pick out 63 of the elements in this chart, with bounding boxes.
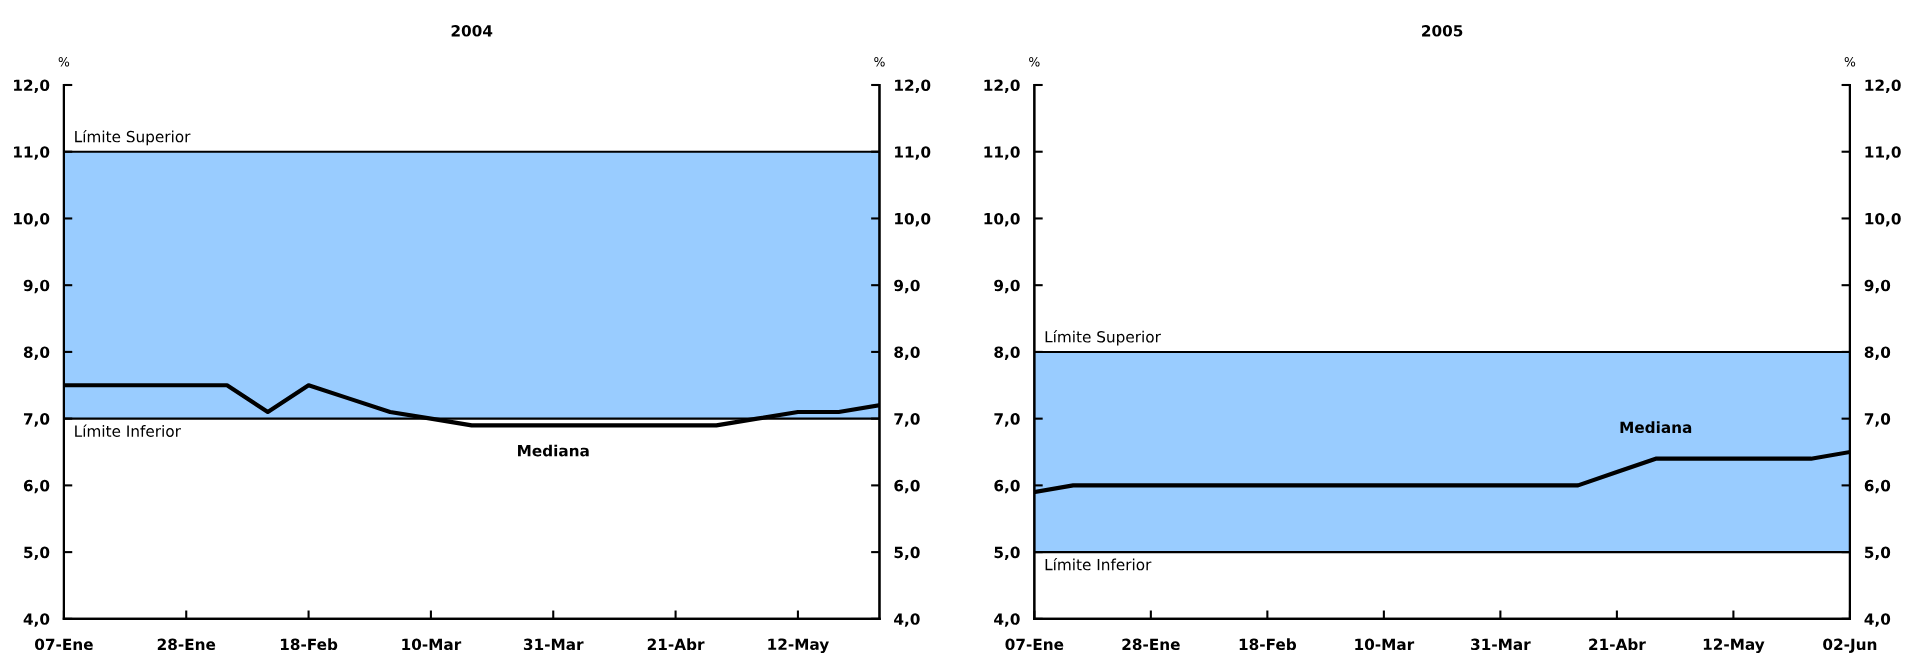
y-tick-label: 10,0 — [14, 212, 50, 227]
y-axis-title: % — [1029, 57, 1040, 67]
x-tick-label: 10-Mar — [1355, 638, 1415, 651]
y2-tick-label: 7,0 — [894, 413, 920, 427]
y-tick-label: 9,0 — [994, 279, 1020, 294]
y2-tick-label: 10,0 — [895, 212, 931, 227]
y-tick-label: 10,0 — [984, 212, 1020, 227]
y-tick-label: 12,0 — [14, 79, 50, 93]
y-tick-label: 8,0 — [994, 346, 1020, 360]
y-tick-label: 7,0 — [994, 413, 1020, 427]
y-tick-label: 4,0 — [23, 613, 50, 627]
y2-tick-label: 8,0 — [894, 346, 920, 360]
y2-tick-label: 11,0 — [895, 146, 931, 160]
x-tick-label: 18-Feb — [280, 638, 338, 651]
y2-axis-title: % — [1844, 57, 1856, 67]
y2-tick-label: 5,0 — [894, 546, 920, 561]
x-tick-label: 10-Mar — [402, 638, 462, 651]
y-tick-label: 6,0 — [994, 479, 1020, 494]
x-tick-label: 12-May — [768, 638, 829, 654]
x-tick-label: 18-Feb — [1239, 638, 1297, 651]
ref-line-label: Límite Inferior — [75, 424, 181, 437]
ref-line-label: Límite Inferior — [1045, 557, 1152, 571]
annotation: Mediana — [1620, 421, 1692, 434]
ref-line-label: Límite Superior — [1045, 330, 1161, 346]
y-tick-label: 7,0 — [23, 413, 50, 427]
ref-line-label: Límite Superior — [75, 129, 191, 146]
y-tick-label: 5,0 — [994, 546, 1020, 561]
y2-tick-label: 11,0 — [1865, 146, 1901, 160]
y-tick-label: 9,0 — [23, 279, 50, 294]
x-tick-label: 31-Mar — [523, 638, 584, 651]
x-tick-label: 07-Ene — [1005, 638, 1064, 651]
y-axis-title: % — [58, 57, 70, 67]
y2-axis-title: % — [874, 57, 885, 67]
x-tick-label: 28-Ene — [1122, 638, 1180, 651]
y-tick-label: 11,0 — [984, 146, 1020, 160]
y2-tick-label: 12,0 — [895, 79, 931, 93]
y2-tick-label: 4,0 — [894, 613, 920, 627]
y-tick-label: 4,0 — [994, 613, 1020, 627]
y2-tick-label: 7,0 — [1864, 413, 1891, 427]
y2-tick-label: 10,0 — [1865, 212, 1901, 227]
y2-tick-label: 6,0 — [894, 479, 920, 494]
x-tick-label: 21-Abr — [1589, 638, 1646, 651]
y2-tick-label: 9,0 — [1864, 279, 1891, 294]
x-tick-label: 31-Mar — [1471, 638, 1531, 651]
y-tick-label: 6,0 — [23, 479, 50, 494]
y2-tick-label: 6,0 — [1864, 479, 1891, 494]
y-tick-label: 8,0 — [23, 346, 50, 360]
chart-title: 2004 — [451, 25, 493, 37]
y2-tick-label: 12,0 — [1865, 79, 1901, 93]
x-tick-label: 02-Jun — [1823, 638, 1877, 653]
y2-tick-label: 8,0 — [1864, 346, 1891, 360]
chart-title: 2005 — [1422, 25, 1463, 37]
y2-tick-label: 4,0 — [1864, 613, 1891, 627]
y2-tick-label: 9,0 — [894, 279, 920, 294]
x-tick-label: 07-Ene — [35, 638, 93, 651]
y-tick-label: 5,0 — [24, 546, 50, 561]
y-tick-label: 11,0 — [14, 146, 50, 160]
x-tick-label: 28-Ene — [157, 638, 216, 651]
y-tick-label: 12,0 — [984, 79, 1020, 93]
annotation: Mediana — [518, 444, 589, 457]
x-tick-label: 21-Abr — [647, 638, 705, 651]
x-tick-label: 12-May — [1703, 638, 1765, 654]
y2-tick-label: 5,0 — [1864, 546, 1891, 561]
